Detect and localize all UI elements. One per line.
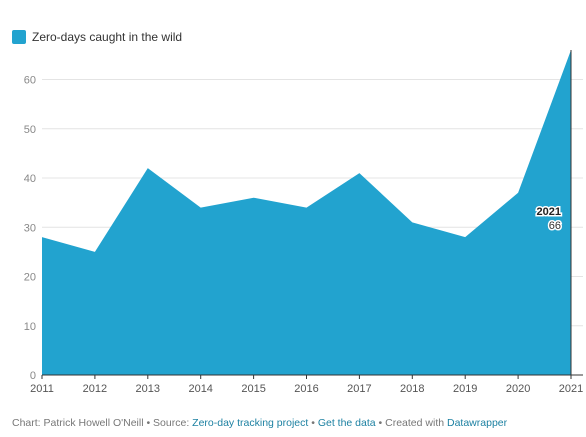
y-tick-label: 10 [24, 321, 36, 333]
x-tick-label: 2021 [559, 383, 583, 395]
x-tick-label: 2011 [30, 383, 54, 395]
x-tick-label: 2012 [83, 383, 107, 395]
highlight-value-label: 66 [549, 220, 561, 232]
footer-separator: • Created with [375, 417, 447, 429]
y-tick-label: 60 [24, 75, 36, 87]
get-the-data-link[interactable]: Get the data [317, 417, 376, 429]
footer-separator: • [308, 417, 318, 429]
x-tick-label: 2015 [241, 383, 265, 395]
footer-credit: Chart: Patrick Howell O'Neill [12, 417, 144, 429]
y-tick-label: 20 [24, 272, 36, 284]
x-tick-label: 2019 [453, 383, 477, 395]
source-link[interactable]: Zero-day tracking project [192, 417, 309, 429]
x-tick-label: 2013 [136, 383, 160, 395]
y-tick-label: 0 [30, 370, 36, 382]
legend: Zero-days caught in the wild [12, 30, 182, 44]
x-tick-label: 2014 [188, 383, 212, 395]
highlight-year-label: 2021 [537, 206, 561, 218]
chart-footer: Chart: Patrick Howell O'Neill • Source: … [12, 417, 507, 429]
x-tick-label: 2017 [347, 383, 371, 395]
x-tick-label: 2020 [506, 383, 530, 395]
legend-label: Zero-days caught in the wild [32, 30, 183, 44]
x-tick-label: 2016 [294, 383, 318, 395]
y-tick-label: 50 [24, 124, 36, 136]
y-tick-label: 40 [24, 173, 36, 185]
y-tick-label: 30 [24, 222, 36, 234]
area-series [42, 50, 571, 375]
legend-swatch [12, 30, 26, 44]
datawrapper-link[interactable]: Datawrapper [447, 417, 508, 429]
x-tick-label: 2018 [400, 383, 424, 395]
footer-separator: • Source: [143, 417, 193, 429]
